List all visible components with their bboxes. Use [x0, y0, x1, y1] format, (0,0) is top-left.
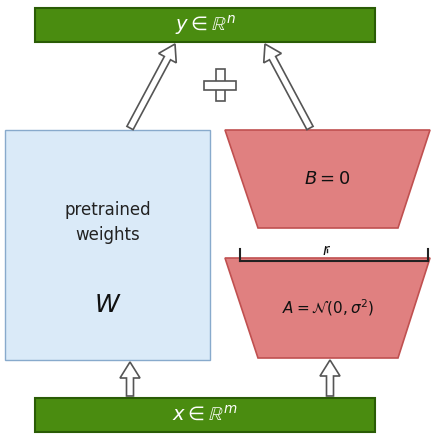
Text: $y \in \mathbb{R}^n$: $y \in \mathbb{R}^n$ [175, 13, 235, 37]
Bar [204, 81, 236, 89]
Text: $x \in \mathbb{R}^m$: $x \in \mathbb{R}^m$ [172, 405, 238, 425]
Bar [35, 8, 375, 42]
Polygon shape [225, 258, 430, 358]
Polygon shape [127, 44, 176, 130]
Bar [5, 130, 210, 360]
Text: $W$: $W$ [94, 293, 121, 317]
Text: $r$: $r$ [323, 242, 331, 257]
Text: pretrained: pretrained [64, 201, 151, 219]
Text: $B=0$: $B=0$ [304, 170, 351, 188]
Polygon shape [264, 44, 313, 130]
Polygon shape [120, 362, 140, 396]
Bar [35, 398, 375, 432]
Text: weights: weights [75, 226, 140, 244]
Polygon shape [320, 360, 340, 396]
Polygon shape [225, 130, 430, 228]
Text: $A=\mathcal{N}(0,\sigma^2)$: $A=\mathcal{N}(0,\sigma^2)$ [282, 297, 374, 319]
Bar [216, 69, 224, 101]
